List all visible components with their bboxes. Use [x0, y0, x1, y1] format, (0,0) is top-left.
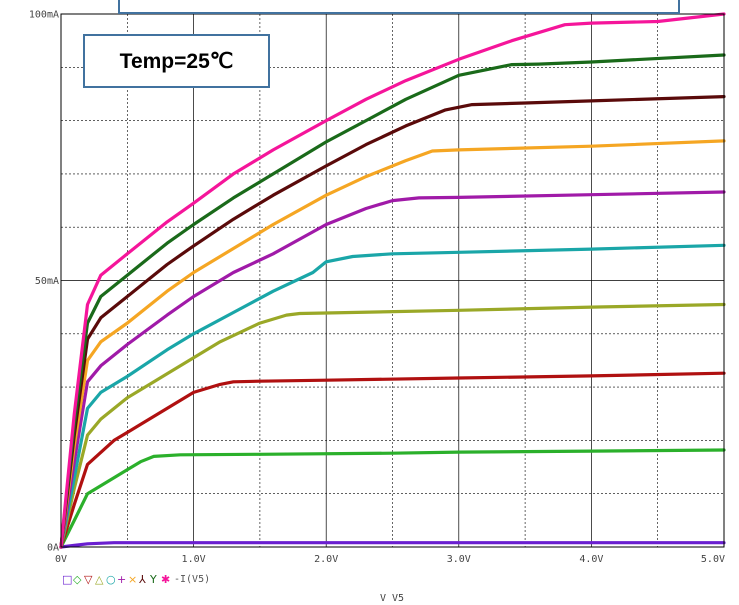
- x-tick-label: 3.0V: [447, 554, 471, 565]
- legend-marker: +: [117, 573, 126, 586]
- x-tick-label: 0V: [55, 554, 67, 565]
- legend-marker: ◇: [73, 573, 82, 586]
- x-tick-label: 4.0V: [579, 554, 603, 565]
- y-tick-label: 50mA: [35, 276, 59, 287]
- y-tick-labels: 0A 50mA 100mA: [29, 10, 59, 554]
- series-lines: [59, 12, 726, 549]
- x-axis-label: V V5: [380, 593, 404, 604]
- legend-marker: ▽: [84, 573, 93, 586]
- temperature-annotation: Temp=25℃: [83, 34, 270, 88]
- legend-marker: ✱: [161, 573, 170, 586]
- series-line-1: [59, 541, 726, 549]
- legend: □ ◇ ▽ △ ○ + × ⅄ Y ✱ -I(V5): [62, 573, 210, 586]
- series-line-8: [59, 94, 726, 549]
- y-tick-label: 100mA: [29, 10, 59, 21]
- legend-label: -I(V5): [174, 574, 210, 585]
- series-line-2: [59, 448, 726, 549]
- legend-marker: ×: [128, 573, 137, 586]
- series-line-6: [59, 190, 726, 549]
- legend-marker: □: [62, 573, 72, 586]
- series-line-7: [59, 139, 726, 549]
- temperature-label: Temp=25℃: [119, 49, 234, 73]
- title-box: [118, 0, 680, 14]
- legend-marker: Y: [149, 573, 157, 586]
- legend-marker: ○: [106, 573, 116, 586]
- series-line-5: [59, 243, 726, 549]
- plot-frame: [60, 13, 725, 548]
- y-tick-label: 0A: [47, 543, 59, 554]
- grid: [61, 14, 724, 547]
- series-line-10: [59, 12, 726, 549]
- x-tick-label: 2.0V: [314, 554, 338, 565]
- legend-marker: ⅄: [139, 573, 146, 586]
- series-line-3: [59, 371, 726, 549]
- x-tick-labels: 0V 1.0V 2.0V 3.0V 4.0V 5.0V: [55, 554, 725, 565]
- x-tick-label: 5.0V: [701, 554, 725, 565]
- x-tick-label: 1.0V: [182, 554, 206, 565]
- legend-marker: △: [95, 573, 104, 586]
- series-line-9: [59, 53, 726, 549]
- series-line-4: [59, 302, 726, 549]
